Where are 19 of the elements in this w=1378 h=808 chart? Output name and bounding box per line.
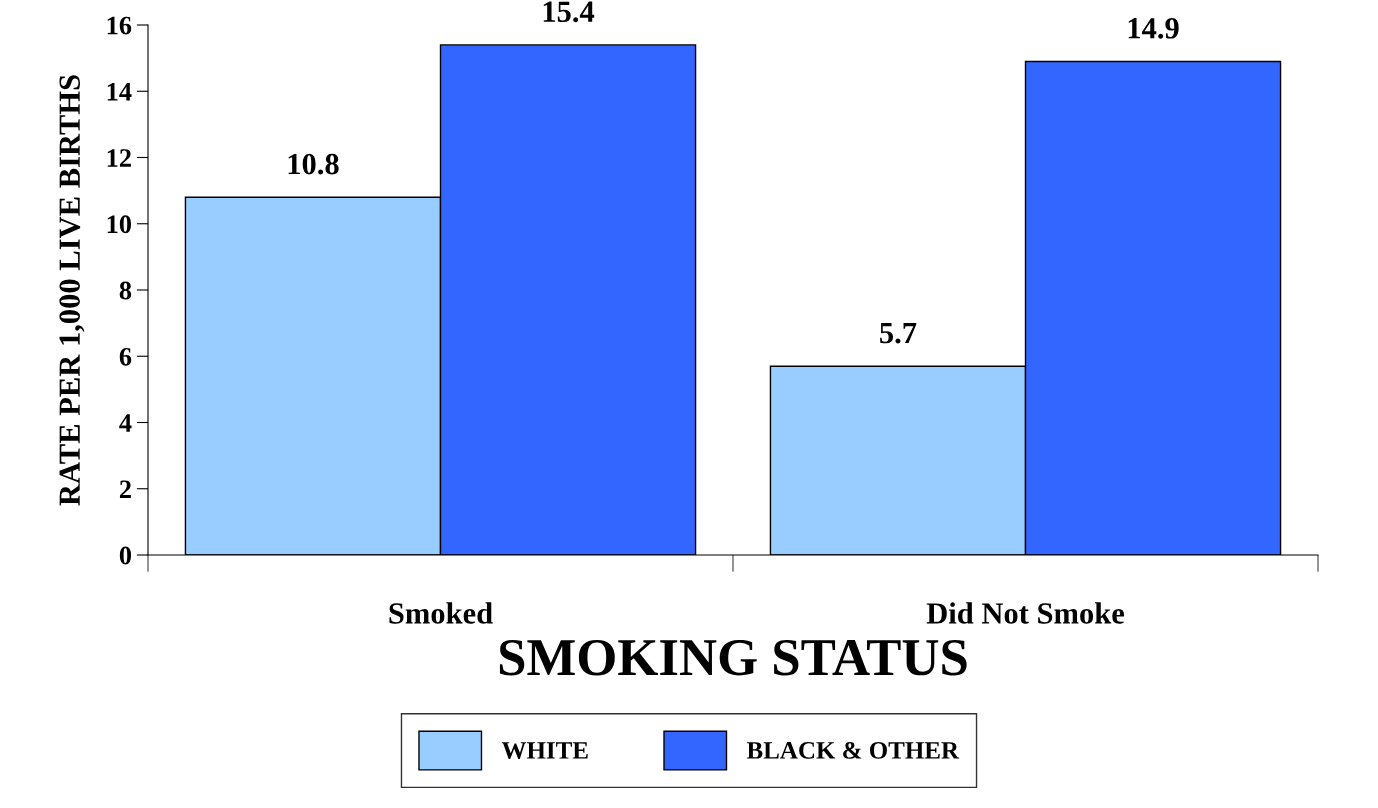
y-tick-label: 6 (119, 347, 132, 366)
y-tick-label: 10 (107, 215, 132, 234)
legend-label: WHITE (501, 742, 588, 759)
y-tick-label: 4 (119, 414, 132, 432)
y-tick-label: 12 (107, 149, 131, 167)
y-tick-label: 14 (107, 82, 132, 101)
y-tick-label: 0 (119, 546, 132, 565)
x-axis-title: SMOKING STATUS (499, 639, 967, 676)
y-tick-label: 8 (119, 281, 132, 300)
data-label: 14.9 (1128, 18, 1179, 39)
y-tick-label: 2 (119, 480, 131, 498)
data-label: 5.7 (880, 323, 917, 344)
legend-label: BLACK & OTHER (746, 741, 960, 759)
x-tick-label: Did Not Smoke (926, 602, 1125, 624)
data-label: 10.8 (288, 153, 339, 175)
x-tick-label: Smoked (389, 602, 493, 624)
y-tick-label: 16 (107, 16, 132, 35)
y-axis-title: RATE PER 1,000 LIVE BIRTHS (59, 75, 85, 506)
data-label: 15.4 (543, 1, 595, 23)
